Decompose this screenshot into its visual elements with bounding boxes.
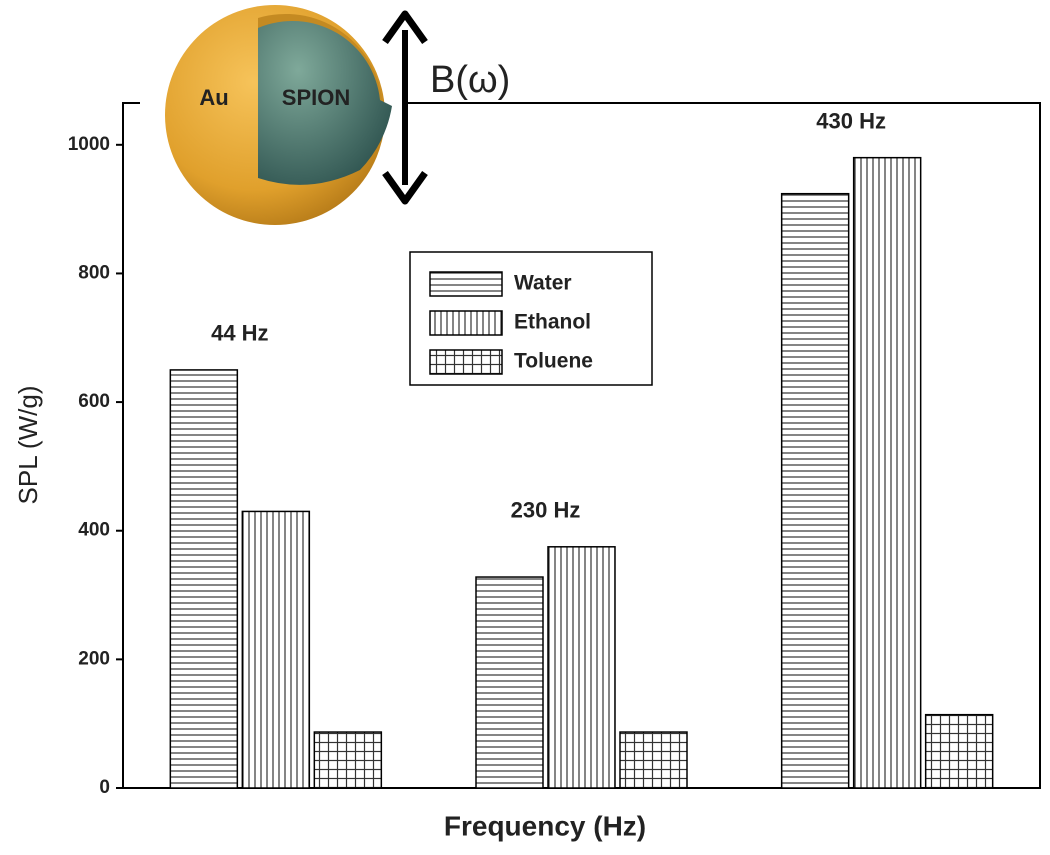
bar: [547, 546, 616, 789]
legend-label: Ethanol: [514, 311, 591, 334]
core-label: SPION: [282, 85, 350, 110]
bar: [475, 576, 544, 789]
spion-core: [258, 20, 392, 185]
y-tick-label: 600: [78, 391, 110, 412]
bar: [241, 510, 311, 789]
legend-swatch: [429, 271, 503, 297]
y-tick-label: 0: [99, 777, 110, 798]
x-axis-label: Frequency (Hz): [444, 810, 646, 841]
shell-label: Au: [199, 85, 228, 110]
bar: [780, 192, 850, 789]
y-tick-label: 1000: [68, 134, 110, 155]
legend-label: Toluene: [514, 350, 593, 373]
field-arrow: [382, 10, 428, 205]
bar: [169, 369, 239, 789]
field-label: B(ω): [430, 59, 510, 101]
y-tick-label: 200: [78, 648, 110, 669]
nanoparticle-inset: Au SPION: [165, 5, 392, 225]
bar: [924, 713, 994, 789]
legend-label: Water: [514, 272, 572, 295]
y-tick-label: 400: [78, 520, 110, 541]
legend-swatch: [429, 349, 503, 375]
legend: Water Ethanol Toluene: [409, 251, 653, 386]
category-label: 430 Hz: [816, 108, 886, 133]
category-label: 44 Hz: [211, 321, 268, 346]
bar: [313, 731, 383, 789]
category-label: 230 Hz: [511, 498, 581, 523]
plot-area: 0 200 400 600 800 1000 44 Hz 230 Hz 430 Hz Water E…: [68, 102, 1041, 798]
y-tick-label: 800: [78, 262, 110, 283]
legend-swatch: [429, 310, 503, 336]
bar: [619, 731, 688, 789]
y-axis-label: SPL (W/g): [13, 386, 43, 505]
bar: [852, 156, 922, 789]
